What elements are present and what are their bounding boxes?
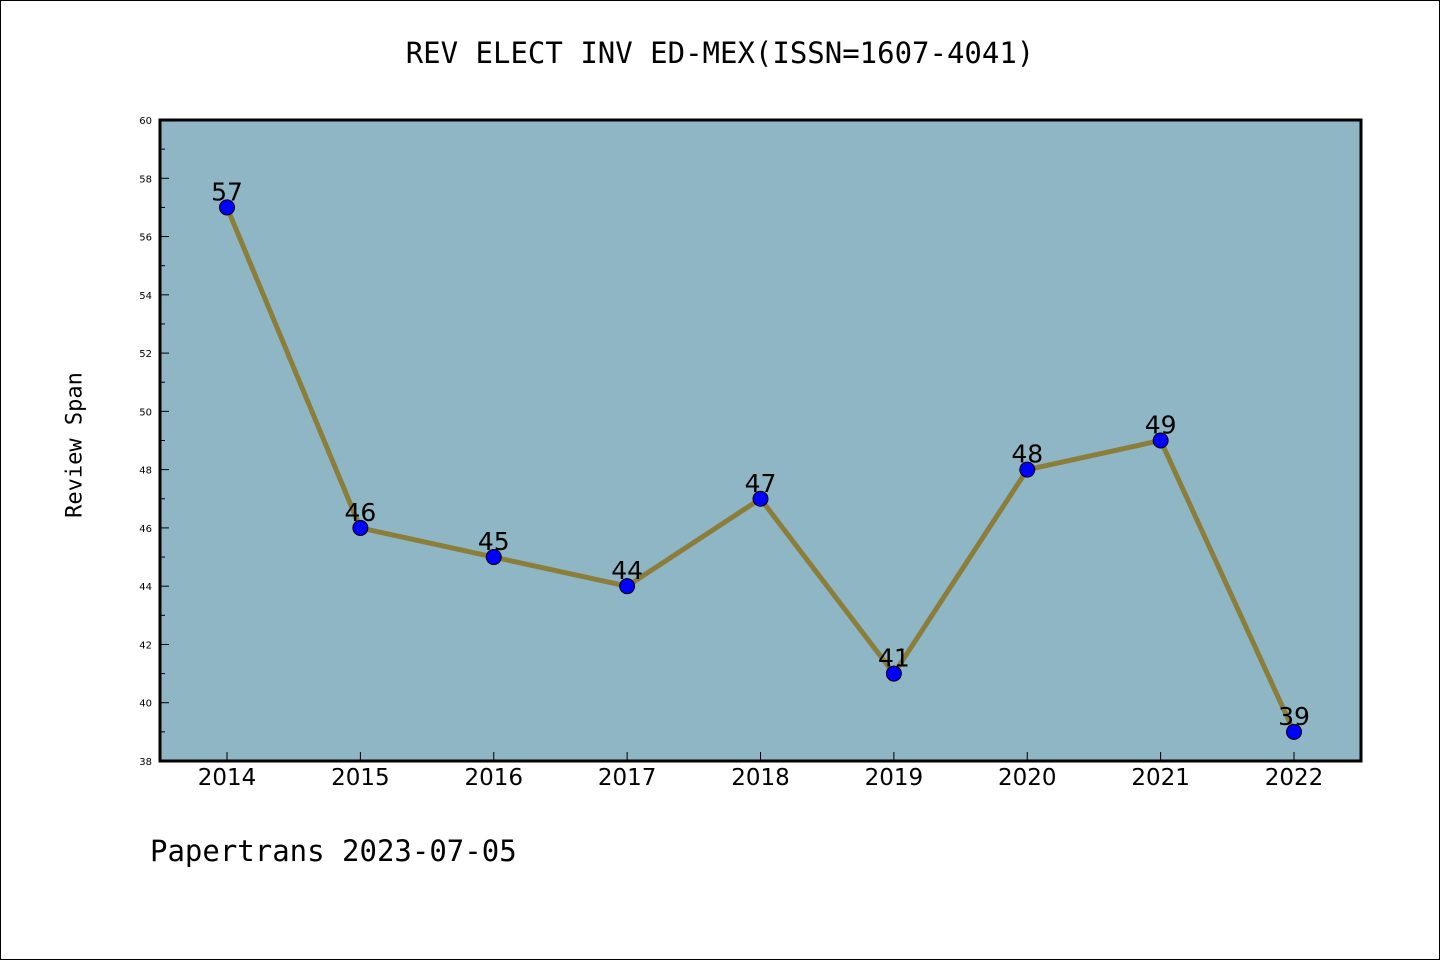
data-point — [885, 665, 902, 682]
data-point — [352, 519, 369, 536]
x-tick-label: 2016 — [464, 765, 523, 791]
y-tick-label: 48 — [139, 466, 152, 477]
data-point — [1019, 461, 1036, 478]
y-tick-label: 58 — [139, 174, 152, 185]
x-tick-label: 2018 — [731, 765, 790, 791]
chart-title: REV ELECT INV ED-MEX(ISSN=1607-4041) — [405, 36, 1035, 70]
data-label: 48 — [1011, 440, 1043, 469]
y-tick-label: 40 — [139, 699, 152, 710]
data-points — [219, 199, 1302, 740]
data-point — [1286, 723, 1302, 740]
data-label: 49 — [1145, 411, 1177, 440]
y-tick-label: 44 — [139, 582, 152, 593]
data-point — [219, 199, 235, 216]
x-tick-label: 2015 — [331, 765, 390, 791]
data-point — [1152, 432, 1169, 449]
y-tick-label: 50 — [139, 407, 152, 418]
data-label: 39 — [1278, 702, 1310, 731]
y-tick-label: 60 — [139, 116, 152, 127]
data-labels: 57 46 45 44 47 41 48 49 39 — [211, 177, 1310, 730]
y-tick-label: 54 — [139, 291, 152, 302]
data-label: 46 — [344, 498, 376, 527]
data-point — [752, 490, 769, 507]
x-tick-label: 2019 — [865, 765, 924, 791]
data-point — [619, 578, 636, 595]
y-tick-label: 52 — [139, 349, 152, 360]
plot-border — [158, 118, 1363, 763]
data-label: 57 — [211, 177, 243, 206]
data-label: 44 — [611, 556, 643, 585]
x-tick-label: 2021 — [1131, 765, 1190, 791]
y-tick-label: 46 — [139, 524, 152, 535]
x-tick-label: 2022 — [1265, 765, 1324, 791]
data-label: 41 — [878, 644, 910, 673]
data-point — [485, 549, 502, 566]
x-tick-label: 2014 — [198, 765, 257, 791]
plot-area — [160, 120, 1361, 761]
data-label: 45 — [478, 527, 510, 556]
footer-text: Papertrans 2023-07-05 — [150, 834, 517, 868]
y-tick-label: 38 — [139, 757, 152, 768]
x-axis: 2014 2015 2016 2017 2018 2019 2020 2021 2022 — [198, 752, 1324, 791]
x-tick-label: 2020 — [998, 765, 1057, 791]
x-tick-label: 2017 — [598, 765, 657, 791]
data-label: 47 — [745, 469, 777, 498]
y-tick-label: 42 — [139, 640, 152, 651]
y-tick-label: 56 — [139, 233, 152, 244]
